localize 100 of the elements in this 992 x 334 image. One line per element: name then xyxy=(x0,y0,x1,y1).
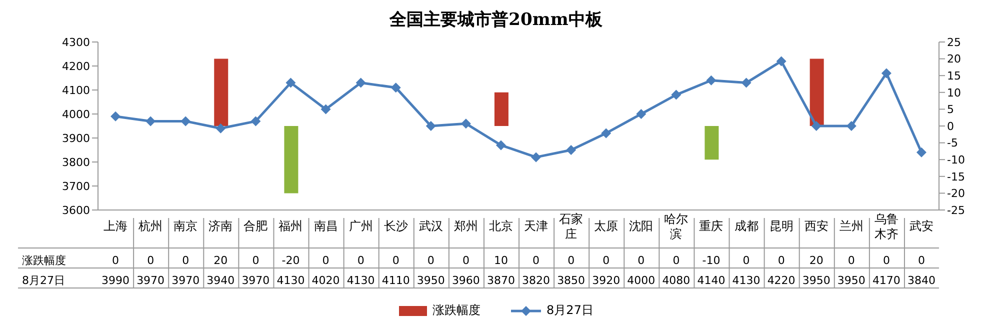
bar xyxy=(214,58,228,126)
data-label: 4130 xyxy=(276,274,305,287)
data-label: 3990 xyxy=(102,274,130,287)
point xyxy=(636,109,646,119)
data-label: -20 xyxy=(282,254,300,267)
y-tick-label: 4300 xyxy=(62,36,90,49)
bar xyxy=(284,126,298,194)
data-label: 0 xyxy=(462,254,470,267)
data-label: 0 xyxy=(322,254,330,267)
point xyxy=(916,147,926,158)
x-tick-label: 杭州 xyxy=(138,219,163,233)
x-tick-label: 昆明 xyxy=(769,219,794,233)
data-label: 0 xyxy=(918,254,925,267)
data-label: 0 xyxy=(392,254,400,267)
point xyxy=(496,140,506,150)
point xyxy=(881,68,892,78)
legend-label: 涨跌幅度 xyxy=(432,302,481,319)
x-tick-label: 天津 xyxy=(524,219,548,233)
point xyxy=(110,111,121,122)
data-label: 20 xyxy=(809,254,824,267)
data-label: -10 xyxy=(702,254,720,267)
data-label: 0 xyxy=(742,254,750,267)
point xyxy=(320,104,331,114)
x-tick-label: 乌鲁木齐 xyxy=(874,212,898,241)
x-tick-label: 太原 xyxy=(594,219,618,233)
point xyxy=(180,116,191,126)
y2-tick-label: 15 xyxy=(947,70,961,83)
point xyxy=(671,90,682,100)
data-label: 20 xyxy=(214,254,228,267)
data-label: 3920 xyxy=(592,274,620,287)
y2-tick-label: -25 xyxy=(947,204,965,217)
chart-title: 全国主要城市普20mm中板 xyxy=(388,9,604,32)
x-tick-label: 石家庄 xyxy=(559,212,584,241)
point xyxy=(146,116,156,126)
point xyxy=(741,78,752,88)
point xyxy=(460,118,471,129)
point xyxy=(566,145,576,155)
y-tick-label: 3800 xyxy=(62,156,90,169)
x-tick-label: 长沙 xyxy=(384,219,408,233)
data-label: 4220 xyxy=(767,274,796,287)
point xyxy=(390,82,401,93)
x-tick-label: 北京 xyxy=(488,219,513,233)
y2-tick-label: 10 xyxy=(947,86,961,100)
y-tick-label: 3700 xyxy=(62,180,90,193)
data-label: 3970 xyxy=(172,274,200,287)
y2-tick-label: -15 xyxy=(947,170,965,184)
x-tick-label: 哈尔滨 xyxy=(664,212,688,241)
y2-tick-label: 25 xyxy=(947,36,961,49)
x-tick-label: 合肥 xyxy=(244,219,268,233)
y2-tick-label: -20 xyxy=(947,187,965,200)
data-label: 0 xyxy=(848,254,855,267)
data-label: 3970 xyxy=(242,274,270,287)
data-label: 4170 xyxy=(872,274,900,287)
point xyxy=(531,152,542,162)
point xyxy=(286,78,296,88)
data-label: 3950 xyxy=(837,274,866,287)
data-label: 4000 xyxy=(627,274,656,287)
x-tick-label: 武安 xyxy=(909,219,934,233)
data-label: 0 xyxy=(182,254,190,267)
legend-label: 8月27日 xyxy=(546,302,594,319)
point xyxy=(846,121,856,131)
data-label: 0 xyxy=(147,254,154,267)
data-label: 0 xyxy=(882,254,890,267)
point xyxy=(811,121,822,131)
x-tick-label: 上海 xyxy=(104,219,128,233)
data-label: 4110 xyxy=(382,274,410,287)
bar xyxy=(810,58,824,126)
point xyxy=(426,121,436,131)
text: 8月27日 xyxy=(22,274,65,287)
x-tick-label: 西安 xyxy=(804,219,828,233)
data-label: 0 xyxy=(357,254,364,267)
data-label: 4130 xyxy=(732,274,760,287)
data-label: 0 xyxy=(532,254,540,267)
data-label: 3820 xyxy=(522,274,550,287)
data-label: 0 xyxy=(112,254,120,267)
data-label: 0 xyxy=(252,254,260,267)
bar xyxy=(704,126,719,160)
y-tick-label: 3600 xyxy=(62,204,90,217)
data-label: 0 xyxy=(568,254,575,267)
data-label: 0 xyxy=(778,254,785,267)
point xyxy=(250,116,261,126)
x-tick-label: 兰州 xyxy=(839,219,864,233)
y2-tick-label: 0 xyxy=(947,120,954,133)
y2-tick-label: 20 xyxy=(947,52,961,66)
y-tick-label: 4200 xyxy=(62,60,90,73)
data-label: 0 xyxy=(638,254,645,267)
y-tick-label: 4000 xyxy=(62,108,90,121)
data-label: 0 xyxy=(602,254,610,267)
point xyxy=(601,128,612,138)
data-label: 3970 xyxy=(136,274,165,287)
y-tick-label: 4100 xyxy=(62,84,90,97)
data-label: 4020 xyxy=(312,274,340,287)
bar xyxy=(494,92,508,126)
y-tick-label: 3900 xyxy=(62,132,90,145)
y2-tick-label: -10 xyxy=(947,154,965,167)
point xyxy=(776,56,786,66)
text: 涨跌幅度 xyxy=(22,254,66,267)
x-tick-label: 重庆 xyxy=(699,219,724,233)
data-label: 3940 xyxy=(206,274,235,287)
data-label: 3950 xyxy=(416,274,445,287)
